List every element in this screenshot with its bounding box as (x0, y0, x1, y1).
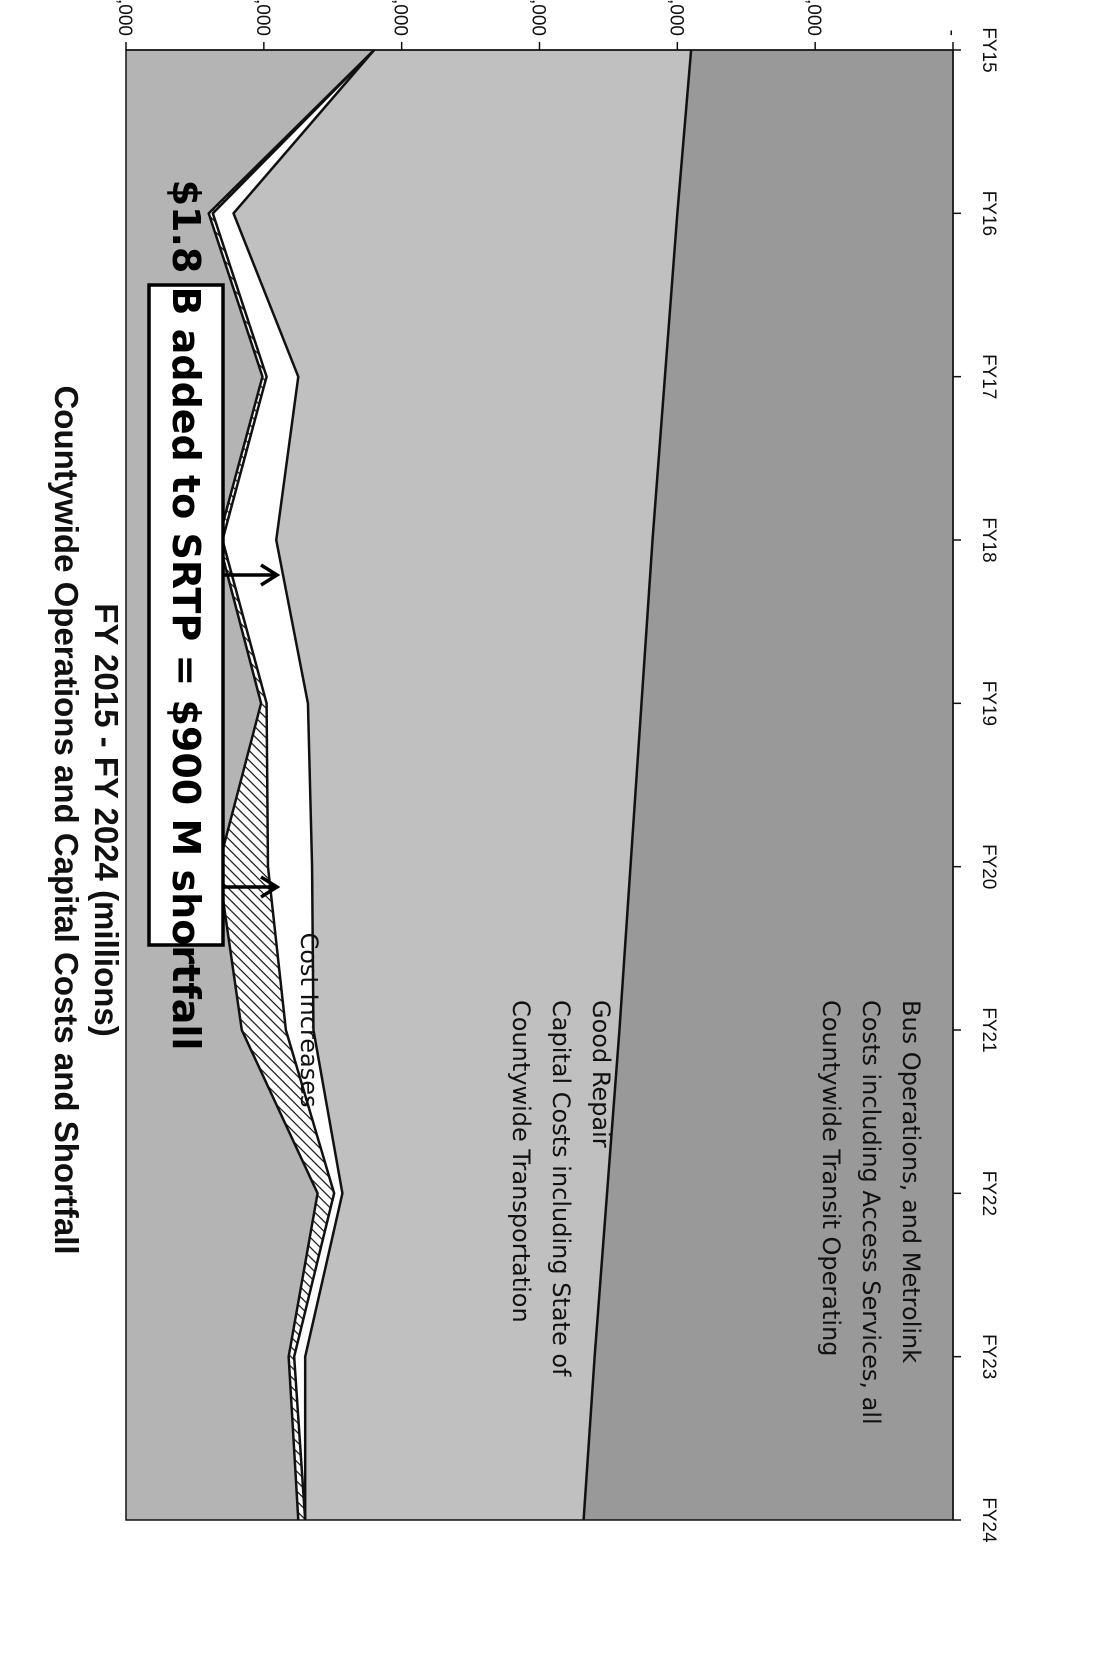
x-tick-label-FY15: FY15 (978, 27, 999, 72)
annotations: $1.8 B added to SRTP = $900 M shortfall … (147, 180, 925, 1425)
x-tick-label-FY23: FY23 (978, 1334, 999, 1379)
x-tick-label-FY17: FY17 (978, 354, 999, 399)
x-tick-label-FY19: FY19 (978, 681, 999, 726)
series-line-1 (582, 49, 693, 1521)
chart-subtitle: FY 2015 - FY 2024 (millions) (88, 603, 125, 1036)
series-lines (207, 49, 693, 1521)
cost-increases-label: Cost Increases (295, 932, 323, 1107)
series-line-3 (211, 49, 375, 1521)
x-tick-label-FY16: FY16 (978, 191, 999, 236)
y-tick-label-3: 3,000 (528, 0, 549, 36)
x-tick-label-FY21: FY21 (978, 1007, 999, 1052)
axes: FY15 FY16 FY17 FY18 FY19 FY20 FY21 FY22 FY23 FY24… (114, 0, 999, 1543)
plot-area (125, 49, 954, 1521)
y-tick-label-1: 1,000 (803, 0, 824, 36)
operating-label-line-3: Bus Operations, and Metrolink (897, 1000, 925, 1363)
operating-label-line-2: Costs including Access Services, all (857, 1000, 885, 1425)
rotated-chart: Countywide Operations and Capital Costs … (48, 0, 999, 1543)
series-line-4 (207, 49, 375, 1521)
x-tick-label-FY24: FY24 (978, 1497, 999, 1543)
area-series (208, 50, 953, 1520)
operating-label-line-1: Countywide Transit Operating (817, 1000, 845, 1357)
capital-label-line-3: Good Repair (587, 1000, 615, 1148)
y-tick-label-0: - (941, 30, 962, 36)
operating-label: Countywide Transit Operating Costs inclu… (817, 1000, 925, 1425)
area-1 (583, 50, 953, 1520)
area-4 (208, 50, 375, 1520)
x-tick-label-FY20: FY20 (978, 844, 999, 889)
arrow-fy19 (223, 875, 281, 899)
y-tick-label-4: 4,000 (390, 0, 411, 36)
chart-title: Countywide Operations and Capital Costs … (48, 385, 85, 1254)
capital-label-line-1: Countywide Transportation (507, 1000, 535, 1323)
area-3 (212, 50, 375, 1520)
capital-label: Countywide Transportation Capital Costs … (507, 1000, 615, 1377)
y-tick-label-5: 5,000 (252, 0, 273, 36)
y-tick-label-2: 2,000 (665, 0, 686, 36)
shortfall-box-text: $1.8 B added to SRTP = $900 M shortfall (164, 180, 208, 1051)
x-tick-label-FY22: FY22 (978, 1171, 999, 1216)
x-tick-label-FY18: FY18 (978, 517, 999, 562)
area-2 (233, 50, 692, 1520)
series-line-2 (232, 49, 376, 1520)
capital-label-line-2: Capital Costs including State of (547, 1000, 575, 1377)
y-tick-label-6: 6,000 (114, 0, 135, 36)
shortfall-box (147, 283, 225, 947)
arrow-fy21 (223, 563, 281, 587)
